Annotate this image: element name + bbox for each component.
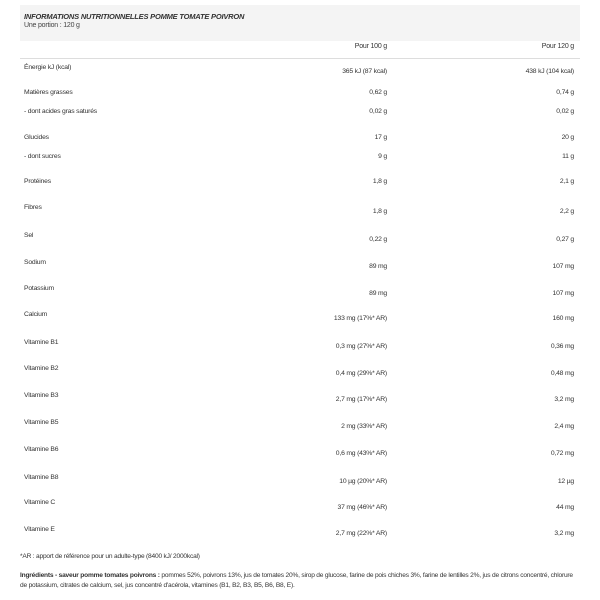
row-value-per100: 89 mg: [369, 263, 387, 270]
row-value-per100: 0,4 mg (29%* AR): [335, 370, 387, 377]
row-value-per120: 107 mg: [552, 263, 575, 270]
table-header: INFORMATIONS NUTRITIONNELLES POMME TOMAT…: [20, 5, 580, 41]
row-label: - dont acides gras saturés: [24, 108, 98, 115]
row-value-per120: 11 g: [562, 153, 574, 160]
row-label: Énergie kJ (kcal): [24, 64, 72, 71]
row-value-per100: 0,62 g: [369, 89, 387, 96]
row-value-per100: 89 mg: [369, 290, 387, 297]
row-value-per120: 2,1 g: [559, 178, 574, 185]
row-label: Potassium: [24, 285, 54, 292]
ingredients-text: pommes 52%, poivrons 13%, jus de tomates…: [20, 572, 573, 589]
row-value-per100: 37 mg (46%* AR): [337, 504, 387, 511]
portion-size: Une portion : 120 g: [24, 22, 80, 29]
row-value-per100: 133 mg (17%* AR): [333, 315, 387, 322]
ingredients-heading: Ingrédients - saveur pomme tomates poivr…: [20, 572, 160, 579]
row-value-per120: 3,2 mg: [554, 396, 574, 403]
table-title: INFORMATIONS NUTRITIONNELLES POMME TOMAT…: [24, 12, 245, 21]
header-divider: [20, 58, 580, 59]
column-header-per120: Pour 120 g: [541, 43, 574, 50]
row-value-per100: 1,8 g: [372, 178, 387, 185]
row-value-per120: 44 mg: [556, 504, 574, 511]
column-header-per100: Pour 100 g: [354, 43, 387, 50]
row-value-per100: 2 mg (33%* AR): [341, 423, 387, 430]
row-label: Vitamine B3: [24, 392, 59, 399]
row-value-per100: 2,7 mg (17%* AR): [335, 396, 387, 403]
row-label: Fibres: [24, 204, 42, 211]
row-value-per100: 2,7 mg (22%* AR): [335, 530, 387, 537]
row-value-per120: 12 µg: [557, 478, 574, 485]
row-label: Vitamine B5: [24, 419, 59, 426]
row-value-per100: 17 g: [374, 134, 388, 141]
row-value-per120: 0,36 mg: [550, 343, 574, 350]
row-value-per120: 2,2 g: [559, 208, 574, 215]
row-label: Glucides: [24, 134, 49, 141]
row-label: Calcium: [24, 311, 48, 318]
row-value-per100: 0,02 g: [369, 108, 387, 115]
row-value-per100: 0,6 mg (43%* AR): [335, 450, 387, 457]
row-label: - dont sucres: [24, 153, 61, 160]
row-value-per120: 160 mg: [552, 315, 575, 322]
row-value-per120: 0,74 g: [556, 89, 574, 96]
row-value-per120: 0,02 g: [556, 108, 574, 115]
row-value-per120: 0,27 g: [556, 236, 574, 243]
row-value-per100: 1,8 g: [372, 208, 387, 215]
row-value-per100: 0,3 mg (27%* AR): [335, 343, 387, 350]
row-label: Protéines: [24, 178, 51, 185]
row-value-per100: 0,22 g: [369, 236, 387, 243]
row-value-per120: 0,48 mg: [550, 370, 574, 377]
ingredients: Ingrédients - saveur pomme tomates poivr…: [20, 571, 580, 591]
row-value-per100: 10 µg (20%* AR): [339, 478, 387, 485]
row-value-per100: 9 g: [378, 153, 387, 160]
row-label: Vitamine B8: [24, 474, 59, 481]
row-label: Vitamine C: [24, 499, 56, 506]
row-label: Vitamine E: [24, 526, 55, 533]
row-label: Sodium: [24, 259, 46, 266]
row-value-per120: 3,2 mg: [554, 530, 574, 537]
row-label: Vitamine B1: [24, 339, 59, 346]
row-value-per120: 20 g: [561, 134, 575, 141]
row-value-per120: 438 kJ (104 kcal): [525, 68, 575, 75]
row-label: Vitamine B6: [24, 446, 59, 453]
footnote: *AR : apport de référence pour un adulte…: [20, 553, 200, 560]
row-label: Matières grasses: [24, 89, 73, 96]
row-value-per120: 107 mg: [552, 290, 575, 297]
row-value-per120: 0,72 mg: [550, 450, 574, 457]
row-label: Sel: [24, 232, 34, 239]
row-value-per100: 365 kJ (87 kcal): [342, 68, 387, 75]
row-label: Vitamine B2: [24, 365, 59, 372]
row-value-per120: 2,4 mg: [554, 423, 574, 430]
